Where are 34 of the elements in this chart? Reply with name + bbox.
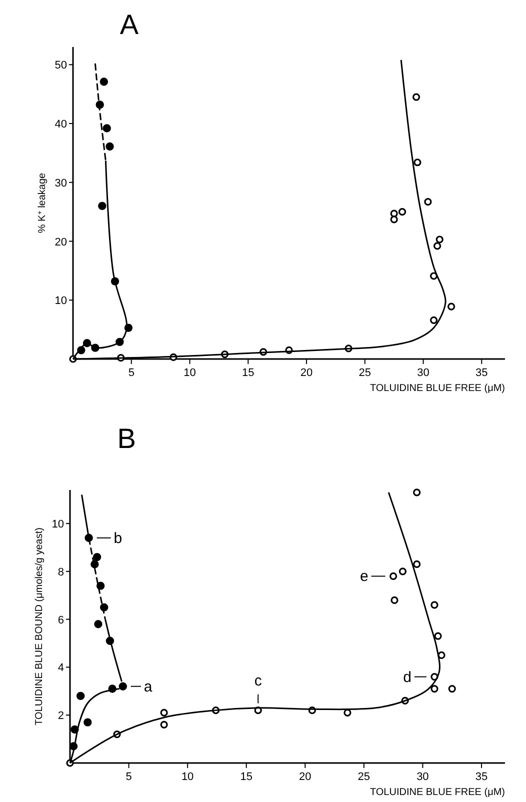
y-tick-label: 6 (58, 614, 64, 626)
x-tick-label: 25 (358, 367, 372, 379)
y-tick-label: 8 (58, 566, 64, 578)
x-tick-label: 35 (475, 771, 488, 783)
x-tick-label: 5 (128, 367, 134, 379)
y-tick-label: 30 (54, 177, 67, 190)
y-tick-label: 50 (54, 60, 67, 72)
annotation: b (114, 530, 122, 547)
x-tick-label: 10 (184, 367, 196, 379)
annotation: e (360, 568, 368, 586)
y-tick-label: 10 (52, 518, 64, 531)
y-tick-label: 20 (54, 236, 67, 248)
chart-title: B (117, 423, 136, 454)
x-tick-label: 10 (181, 771, 194, 783)
x-tick-label: 15 (240, 771, 252, 783)
x-tick-label: 35 (476, 367, 488, 379)
y-tick-label: 2 (58, 710, 64, 722)
chart-title: A (120, 9, 139, 40)
annotation: c (254, 672, 262, 690)
x-axis-title: TOLUIDINE BLUE FREE (μM) (370, 787, 505, 798)
x-tick-label: 25 (358, 771, 370, 783)
x-tick-label: 5 (126, 771, 132, 783)
y-tick-label: 10 (54, 295, 67, 308)
x-tick-label: 20 (299, 771, 312, 783)
x-tick-label: 30 (417, 367, 430, 379)
y-tick-label: 40 (54, 118, 67, 131)
x-tick-label: 15 (242, 367, 254, 379)
y-axis-title: TOLUIDINE BLUE BOUND (μmoles/g yeast) (34, 528, 45, 726)
y-tick-label: 4 (58, 662, 64, 674)
x-tick-label: 20 (300, 367, 313, 379)
annotation: d (403, 668, 412, 686)
x-tick-label: 30 (416, 771, 429, 783)
annotation: a (144, 678, 153, 696)
x-axis-title: TOLUIDINE BLUE FREE (μM) (370, 383, 505, 394)
